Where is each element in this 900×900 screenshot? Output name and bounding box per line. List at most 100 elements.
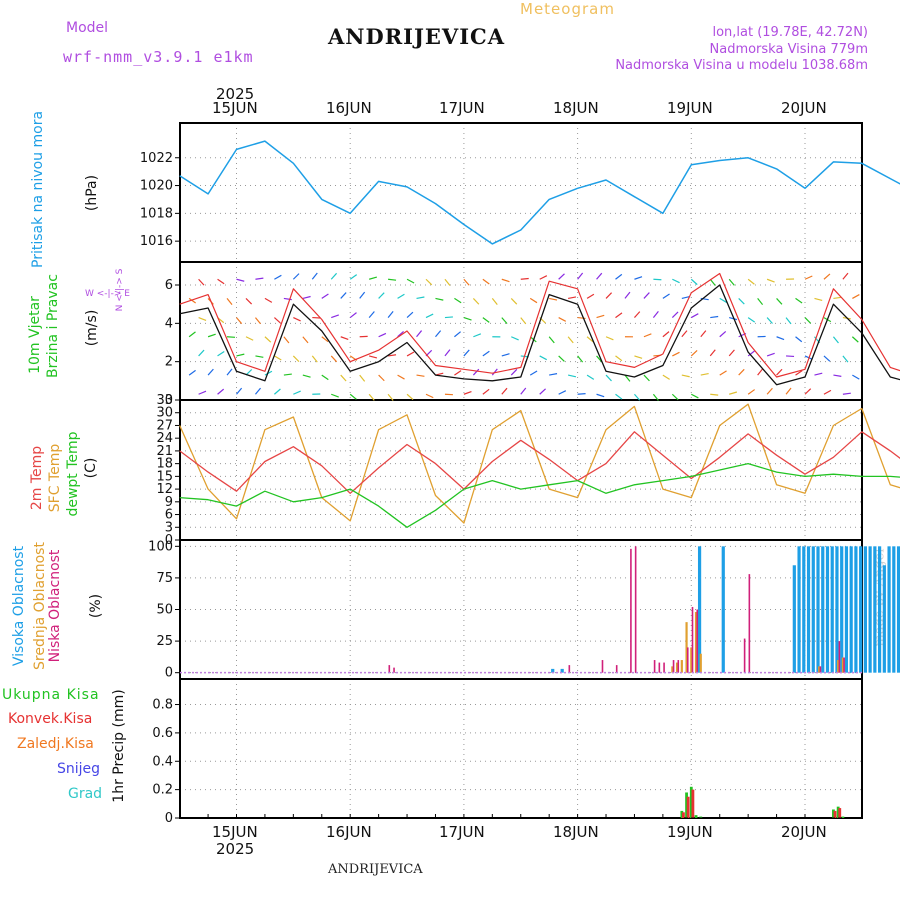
cloud-bar xyxy=(568,665,571,673)
wind-arrow xyxy=(766,387,773,395)
wind-arrow xyxy=(425,393,434,399)
dewpoint-line xyxy=(179,462,900,528)
wind-arrow xyxy=(359,374,366,382)
top-day-label: 19JUN xyxy=(667,99,713,117)
wind-arrow xyxy=(710,393,719,396)
wind-arrow xyxy=(311,272,318,280)
y-tick-label: 0 xyxy=(165,666,173,681)
wind-arrow xyxy=(691,393,699,399)
y-tick-label: 1016 xyxy=(140,234,173,249)
wind-arrow xyxy=(804,317,812,324)
wind-arrow xyxy=(302,336,309,344)
cloud-bar xyxy=(601,660,604,673)
cloud-bar xyxy=(838,641,841,673)
wind-arrow xyxy=(728,278,735,286)
wind-arrow xyxy=(217,388,225,395)
cloud-bar xyxy=(671,666,674,673)
wind-arrow xyxy=(653,278,662,281)
wind-arrow xyxy=(709,278,716,286)
wind-arrow xyxy=(747,389,755,395)
y-tick-label: 21 xyxy=(156,444,173,459)
y-tick-label: 33 xyxy=(156,393,173,408)
cloud-bar xyxy=(551,668,555,673)
precip-bar xyxy=(686,796,690,818)
y-tick-label: 12 xyxy=(156,482,173,497)
cloud-bar xyxy=(677,660,680,673)
top-day-label: 20JUN xyxy=(781,99,827,117)
cloud-bar xyxy=(663,662,665,673)
cloud-bar xyxy=(892,546,896,673)
wind-arrow xyxy=(586,336,594,343)
wind-arrow xyxy=(388,278,397,281)
wind-arrow xyxy=(501,278,510,283)
wind-arrow xyxy=(273,317,281,324)
footer-location: ANDRIJEVICA xyxy=(328,862,423,877)
y-tick-label: 4 xyxy=(165,316,173,331)
wind-arrow xyxy=(690,278,698,286)
wind-arrow xyxy=(188,369,196,376)
wind-arrow xyxy=(416,330,423,338)
wind-arrow xyxy=(264,336,272,343)
y-tick-label: 50 xyxy=(156,603,173,618)
wind-arrow xyxy=(577,272,584,280)
wind-arrow xyxy=(690,350,698,357)
cloud-bar xyxy=(830,546,834,673)
wind-speed-line xyxy=(179,284,900,386)
wind-arrow xyxy=(634,276,643,280)
wind-arrow xyxy=(615,355,623,362)
wind-arrow xyxy=(700,372,709,376)
wind-arrow xyxy=(681,330,688,338)
wind-arrow xyxy=(766,352,775,357)
precip-bar xyxy=(694,815,698,818)
y-tick-label: 2 xyxy=(165,355,173,370)
wind-arrow xyxy=(425,313,434,319)
wind-arrow xyxy=(368,276,378,280)
wind-arrow xyxy=(321,374,329,381)
wind-arrow xyxy=(311,355,318,363)
bottom-day-label: 19JUN xyxy=(667,823,713,841)
wind-arrow xyxy=(577,392,586,395)
cloud-bar xyxy=(878,546,882,673)
wind-arrow xyxy=(747,350,755,357)
wind-arrow xyxy=(710,315,719,319)
top-day-label: 17JUN xyxy=(439,99,485,117)
wind-arrow xyxy=(378,292,385,299)
cloud-bar xyxy=(694,612,698,673)
wind-arrow xyxy=(634,355,643,359)
wind-arrow xyxy=(236,278,245,282)
wind-arrow xyxy=(491,298,498,306)
y-tick-label: 75 xyxy=(156,571,173,586)
precip-bar xyxy=(832,809,835,818)
wind-arrow xyxy=(520,317,527,325)
wind-arrow xyxy=(198,317,207,321)
cloud-bar xyxy=(653,660,656,673)
top-year-label: 2025 xyxy=(216,85,255,103)
chart-title: ANDRIJEVICA xyxy=(328,24,506,49)
wind-arrow xyxy=(795,297,803,304)
precip-bar xyxy=(838,808,842,818)
y-tick-label: 0 xyxy=(165,393,173,408)
wind-arrow xyxy=(255,355,264,358)
wind-arrow xyxy=(207,368,214,376)
wind-arrow xyxy=(331,314,339,319)
cloud-bar xyxy=(896,546,900,673)
precip-bar xyxy=(833,810,837,818)
cloud-bar xyxy=(818,666,821,673)
wind-arrow xyxy=(491,368,498,376)
wind-arrow xyxy=(643,292,650,299)
wind-arrow xyxy=(851,336,859,343)
wind-arrow xyxy=(520,277,529,280)
wind-arrow xyxy=(207,333,216,338)
wind-arrow xyxy=(681,295,690,300)
wind-arrow xyxy=(226,298,233,306)
wind-arrow xyxy=(832,336,839,344)
wind-arrow xyxy=(719,331,727,338)
wind-arrow xyxy=(331,393,339,398)
precip-bar xyxy=(685,792,688,818)
wind-arrow xyxy=(472,298,480,305)
wind-arrow xyxy=(671,393,679,401)
y-tick-label: 3 xyxy=(165,520,173,535)
precip-legend-snow: Snijeg xyxy=(57,761,101,777)
elevation-label: Nadmorska Visina 779m xyxy=(709,42,869,57)
wind-arrow xyxy=(729,391,738,395)
